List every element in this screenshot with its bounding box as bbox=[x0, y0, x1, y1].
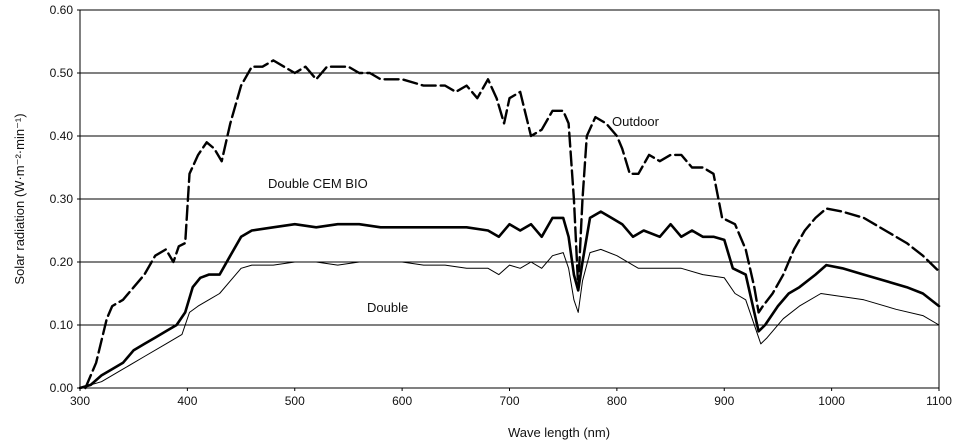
x-tick-label: 600 bbox=[392, 394, 412, 408]
x-axis-ticks: 300 400 500 600 700 800 900 1000 1100 bbox=[70, 388, 952, 408]
series-line-double bbox=[79, 248, 940, 389]
x-tick-label: 800 bbox=[607, 394, 627, 408]
y-axis-ticks: 0.00 0.10 0.20 0.30 0.40 0.50 0.60 bbox=[50, 3, 80, 395]
x-tick-label: 900 bbox=[714, 394, 734, 408]
y-tick-label: 0.00 bbox=[50, 381, 74, 395]
annotation-outdoor: Outdoor bbox=[612, 114, 660, 129]
x-axis-title: Wave length (nm) bbox=[508, 425, 610, 440]
x-tick-label: 1100 bbox=[926, 394, 952, 408]
y-axis-title: Solar radiation (W·m⁻²·min⁻¹) bbox=[12, 113, 27, 284]
annotation-double: Double bbox=[367, 300, 408, 315]
x-tick-label: 400 bbox=[177, 394, 197, 408]
series-line-outdoor bbox=[84, 59, 941, 390]
y-tick-label: 0.10 bbox=[50, 318, 74, 332]
grid-lines bbox=[80, 72, 939, 326]
y-tick-label: 0.60 bbox=[50, 3, 74, 17]
y-tick-label: 0.50 bbox=[50, 66, 74, 80]
series-layer bbox=[78, 59, 941, 390]
y-tick-label: 0.30 bbox=[50, 192, 74, 206]
x-tick-label: 1000 bbox=[818, 394, 845, 408]
x-tick-label: 500 bbox=[285, 394, 305, 408]
y-tick-label: 0.20 bbox=[50, 255, 74, 269]
x-tick-label: 300 bbox=[70, 394, 90, 408]
annotation-double-cem-bio: Double CEM BIO bbox=[268, 176, 368, 191]
x-tick-label: 700 bbox=[499, 394, 519, 408]
y-tick-label: 0.40 bbox=[50, 129, 74, 143]
series-line-double-cem-bio bbox=[78, 210, 941, 390]
